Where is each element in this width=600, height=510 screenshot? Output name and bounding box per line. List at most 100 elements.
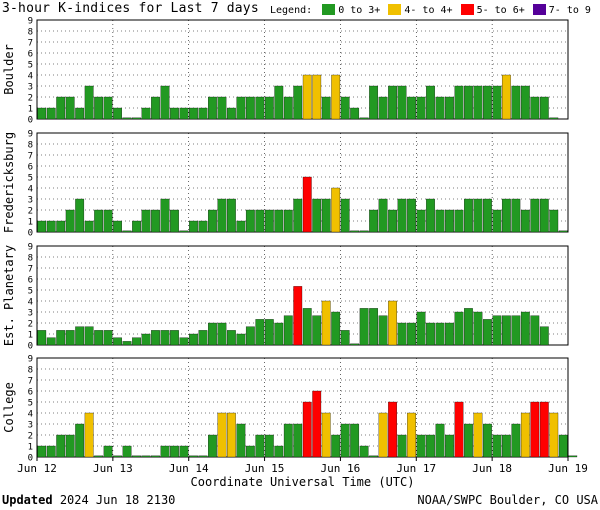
bar <box>132 337 141 346</box>
bar <box>226 330 236 346</box>
y-tick-label: 2 <box>28 94 33 104</box>
bar <box>511 198 521 233</box>
bar <box>84 85 94 120</box>
y-tick-label: 3 <box>28 421 33 431</box>
bar <box>378 315 388 346</box>
bar <box>264 319 274 346</box>
bar <box>170 330 179 346</box>
bar <box>46 107 56 120</box>
bar <box>302 401 312 458</box>
x-tick-label: Jun 15 <box>245 462 285 475</box>
bar <box>539 326 549 346</box>
bar <box>189 107 198 120</box>
bar <box>407 412 416 458</box>
bar <box>37 220 47 233</box>
bar <box>568 455 578 458</box>
bar <box>283 315 293 346</box>
y-tick-label: 6 <box>28 163 33 173</box>
bar <box>160 198 170 233</box>
y-tick-label: 1 <box>28 331 33 341</box>
x-tick-label: Jun 12 <box>17 462 57 475</box>
bar <box>331 74 341 120</box>
bar <box>293 85 303 120</box>
bar <box>501 198 511 233</box>
bar <box>283 96 293 120</box>
legend-text-red: 5- to 6+ <box>476 5 525 16</box>
bar <box>511 85 521 120</box>
bar <box>302 74 312 120</box>
bar <box>46 445 56 458</box>
bar <box>56 220 66 233</box>
bar <box>511 315 521 346</box>
y-tick-label: 9 <box>28 243 33 253</box>
bar <box>132 455 141 458</box>
y-tick-label: 6 <box>28 388 33 398</box>
bar <box>84 412 94 458</box>
bar <box>198 330 208 346</box>
y-tick-label: 0 <box>28 229 33 239</box>
bar <box>558 230 568 233</box>
bar <box>492 85 502 120</box>
y-tick-label: 4 <box>28 410 33 420</box>
bar <box>492 209 502 233</box>
bar <box>520 412 530 458</box>
bar <box>454 209 464 233</box>
bar <box>179 337 189 346</box>
bar <box>274 209 284 233</box>
y-tick-label: 4 <box>28 72 33 82</box>
bar <box>530 198 540 233</box>
x-tick-label: Jun 13 <box>93 462 133 475</box>
bar <box>312 315 322 346</box>
bar <box>141 107 151 120</box>
y-tick-label: 2 <box>28 320 33 330</box>
source-credit: NOAA/SWPC Boulder, CO USA <box>417 493 598 507</box>
bar <box>321 96 331 120</box>
bar <box>416 96 426 120</box>
bar <box>132 220 141 233</box>
bar <box>473 198 483 233</box>
bar <box>293 423 303 458</box>
bar <box>65 434 75 458</box>
bar <box>283 209 293 233</box>
updated-value: 2024 Jun 18 2130 <box>59 493 176 507</box>
y-tick-label: 0 <box>28 116 33 126</box>
bar <box>274 445 284 458</box>
bar <box>255 96 265 120</box>
bar <box>94 209 104 233</box>
bar <box>208 322 217 346</box>
chart-title: 3-hour K-indices for Last 7 days <box>2 1 259 16</box>
y-tick-label: 7 <box>28 39 33 49</box>
bar <box>113 337 122 346</box>
bar <box>492 315 502 346</box>
legend-text-yellow: 4- to 4+ <box>404 5 453 16</box>
bar <box>75 326 85 346</box>
bar <box>501 434 511 458</box>
bar <box>226 107 236 120</box>
bar <box>217 96 227 120</box>
x-axis-label: Coordinate Universal Time (UTC) <box>191 475 415 489</box>
bar <box>208 209 217 233</box>
updated-label: Updated <box>2 493 53 507</box>
y-tick-label: 7 <box>28 377 33 387</box>
x-tick-label: Jun 19 <box>548 462 588 475</box>
legend-item-green: 0 to 3+ <box>322 4 386 16</box>
bar <box>378 198 388 233</box>
bar <box>103 96 113 120</box>
bar <box>151 209 160 233</box>
bar <box>530 96 540 120</box>
bar <box>321 412 331 458</box>
bar <box>65 209 75 233</box>
bar <box>103 330 113 346</box>
panel-frame <box>36 19 569 120</box>
bar <box>407 322 416 346</box>
bar <box>454 401 464 458</box>
legend-item-purple: 7- to 9 <box>532 4 591 16</box>
bar <box>492 434 502 458</box>
bar <box>37 445 47 458</box>
bar <box>255 209 265 233</box>
bar <box>151 455 160 458</box>
bar <box>170 107 179 120</box>
y-tick-label: 9 <box>28 130 33 140</box>
